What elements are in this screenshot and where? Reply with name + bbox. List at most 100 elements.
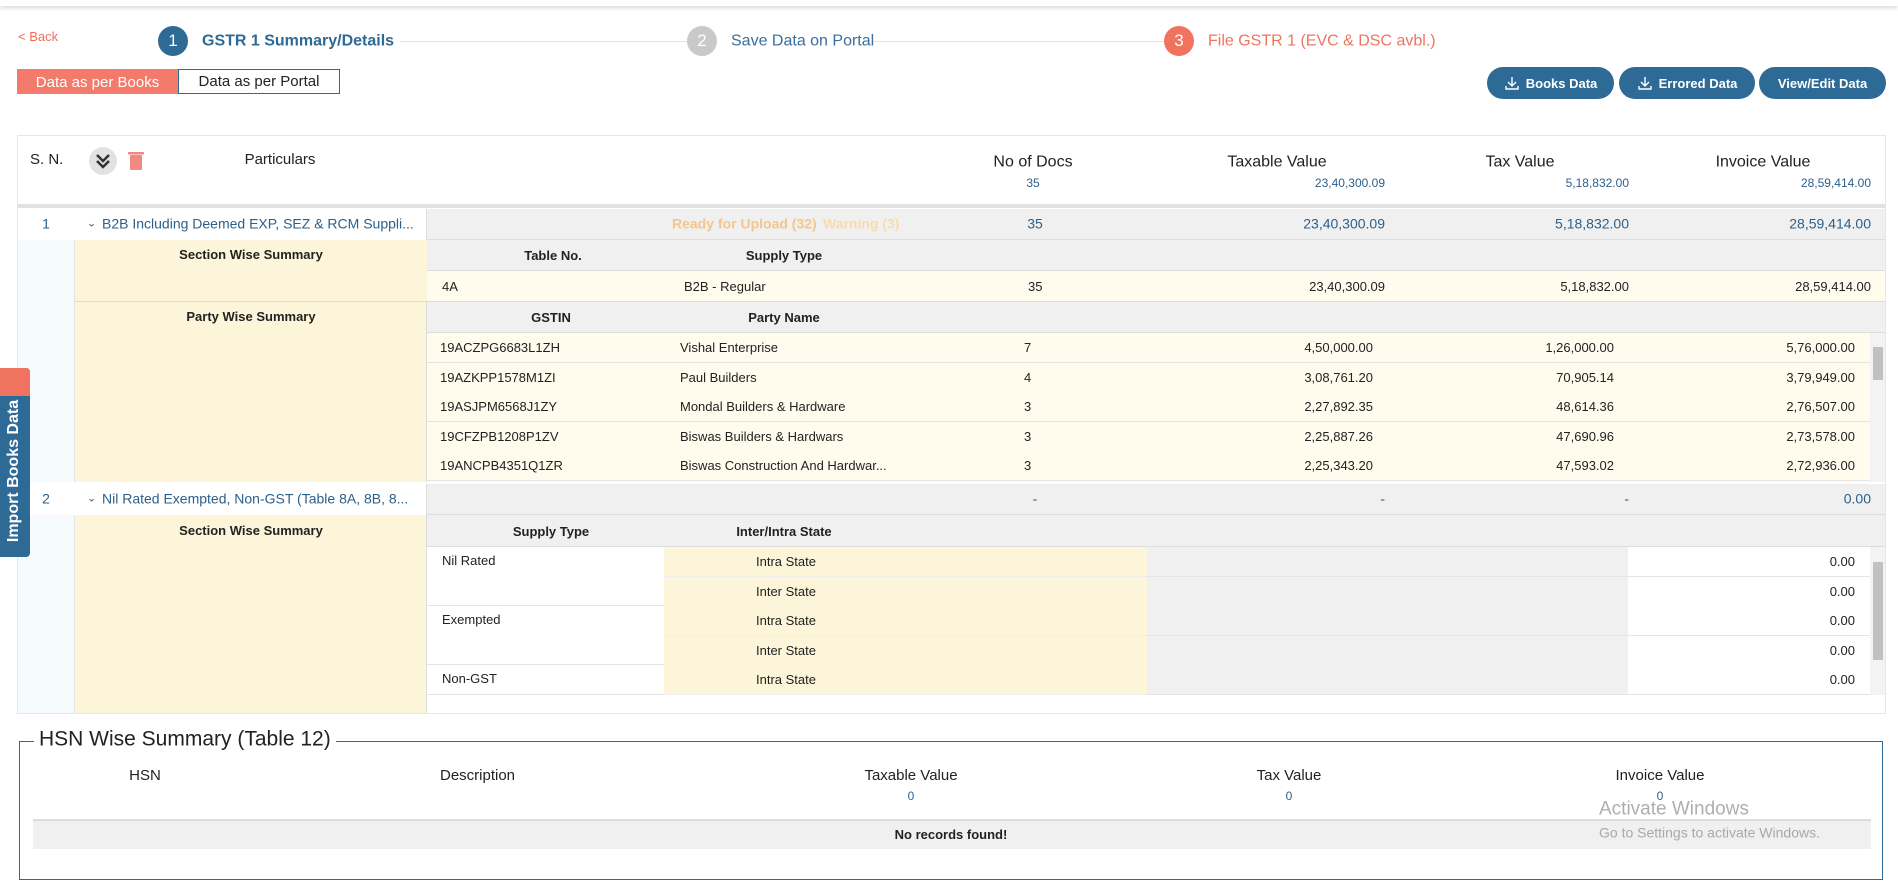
section-title[interactable]: Nil Rated Exempted, Non-GST (Table 8A, 8… — [102, 490, 409, 507]
taxable: 23,40,300.09 — [1303, 215, 1385, 232]
cell: Intra State — [756, 554, 816, 570]
cell: 19CFZPB1208P1ZV — [440, 429, 559, 444]
value-cell — [1628, 635, 1870, 666]
group-cell — [427, 547, 664, 607]
col-header: Invoice Value — [1715, 153, 1811, 171]
cell: 70,905.14 — [1556, 369, 1614, 385]
sn: 1 — [42, 215, 50, 232]
button[interactable]: Errored Data — [1619, 67, 1755, 99]
cell: 47,593.02 — [1556, 458, 1614, 474]
value-cell — [1628, 576, 1870, 607]
docs: - — [1032, 490, 1038, 507]
col-header: Particulars — [244, 151, 316, 168]
side-tab[interactable] — [0, 368, 30, 557]
sub-label: Party Wise Summary — [186, 309, 316, 325]
empty-message: No records found! — [894, 827, 1008, 843]
sub-header: Supply Type — [745, 248, 823, 264]
warning: Warning (3) — [823, 215, 900, 232]
step-number: 2 — [697, 31, 707, 50]
total: 23,40,300.09 — [1314, 175, 1385, 190]
cell: Biswas Builders & Hardwars — [680, 429, 844, 444]
state-cell — [664, 606, 1147, 637]
tab[interactable]: Data as per Portal — [178, 69, 340, 94]
cell: 3 — [1024, 429, 1032, 444]
total: 28,59,414.00 — [1800, 175, 1871, 190]
section-title[interactable]: B2B Including Deemed EXP, SEZ & RCM Supp… — [102, 215, 414, 232]
blank-cell — [1147, 606, 1628, 637]
cell: Intra State — [756, 613, 816, 629]
tax: 5,18,832.00 — [1555, 215, 1629, 232]
taxable: - — [1380, 490, 1385, 507]
invoice: 0.00 — [1843, 490, 1871, 507]
cell: Nil Rated — [442, 553, 496, 569]
step-circle — [1164, 26, 1194, 56]
section-title-cell — [18, 484, 427, 515]
cell: 7 — [1024, 340, 1032, 356]
blank-cell — [1147, 665, 1628, 696]
button-label: Errored Data — [1658, 75, 1738, 91]
invoice: 28,59,414.00 — [1789, 215, 1871, 232]
button-label: Books Data — [1525, 75, 1598, 91]
side-tab-label: Import Books Data — [5, 399, 22, 543]
label-cell — [75, 240, 427, 302]
hsn-box — [19, 741, 1883, 880]
cell: 2,73,578.00 — [1786, 429, 1855, 444]
sub-header — [427, 515, 1885, 547]
cell: 23,40,300.09 — [1309, 279, 1385, 295]
party-row — [427, 362, 1870, 393]
button-label: View/Edit Data — [1777, 75, 1868, 91]
hsn-title: HSN Wise Summary (Table 12) — [34, 726, 336, 752]
cell: 2,25,887.26 — [1304, 429, 1373, 444]
empty-row — [33, 819, 1871, 849]
sn: 2 — [42, 490, 50, 507]
hsn-total: 0 — [1656, 788, 1664, 803]
cell: Vishal Enterprise — [680, 340, 779, 356]
party-row — [427, 392, 1870, 423]
button[interactable]: Books Data — [1487, 67, 1614, 99]
cell: 0.00 — [1829, 672, 1855, 688]
value-cell — [1628, 547, 1870, 577]
cell: 0.00 — [1829, 554, 1855, 570]
back-link[interactable]: < Back — [18, 29, 59, 45]
sub-header: Table No. — [524, 248, 582, 264]
blank-cell — [1147, 547, 1628, 577]
tab[interactable]: Data as per Books — [17, 69, 178, 94]
blank-cell — [1147, 576, 1628, 607]
cell: 0.00 — [1829, 613, 1855, 629]
total: 5,18,832.00 — [1565, 175, 1629, 190]
state-cell — [664, 665, 1147, 696]
cell: 1,26,000.00 — [1545, 340, 1614, 356]
step-line — [400, 41, 688, 42]
cell: B2B - Regular — [684, 279, 766, 295]
header-divider — [18, 204, 1885, 208]
party-row — [427, 421, 1870, 452]
cell: Inter State — [756, 583, 816, 599]
download-icon — [1505, 77, 1519, 90]
step-circle — [687, 26, 717, 56]
scroll-thumb — [1873, 347, 1883, 380]
cell: 47,690.96 — [1556, 429, 1614, 444]
cell: 48,614.36 — [1556, 399, 1614, 415]
group-cell — [427, 665, 664, 695]
col-header: Tax Value — [1485, 153, 1555, 171]
state-cell — [664, 547, 1147, 577]
hsn-col: Taxable Value — [864, 767, 958, 784]
cell: 3,79,949.00 — [1786, 369, 1855, 385]
col-header: S. N. — [30, 151, 64, 168]
label-cell — [75, 515, 427, 713]
cell: 28,59,414.00 — [1795, 279, 1871, 295]
cell: 19ACZPG6683L1ZH — [440, 340, 560, 356]
docs: 35 — [1027, 215, 1043, 232]
step-label: GSTR 1 Summary/Details — [202, 32, 395, 50]
cell: 2,76,507.00 — [1786, 399, 1855, 415]
button[interactable]: View/Edit Data — [1759, 67, 1886, 99]
hsn-col: HSN — [129, 767, 161, 784]
step-label: Save Data on Portal — [731, 32, 875, 50]
tax: - — [1624, 490, 1629, 507]
cell: 5,18,832.00 — [1560, 279, 1629, 295]
sub-label: Section Wise Summary — [179, 247, 323, 263]
cell: 4A — [442, 279, 458, 295]
cell: 5,76,000.00 — [1786, 340, 1855, 356]
col-header: No of Docs — [993, 153, 1073, 171]
chevron: ⌄ — [87, 217, 97, 230]
